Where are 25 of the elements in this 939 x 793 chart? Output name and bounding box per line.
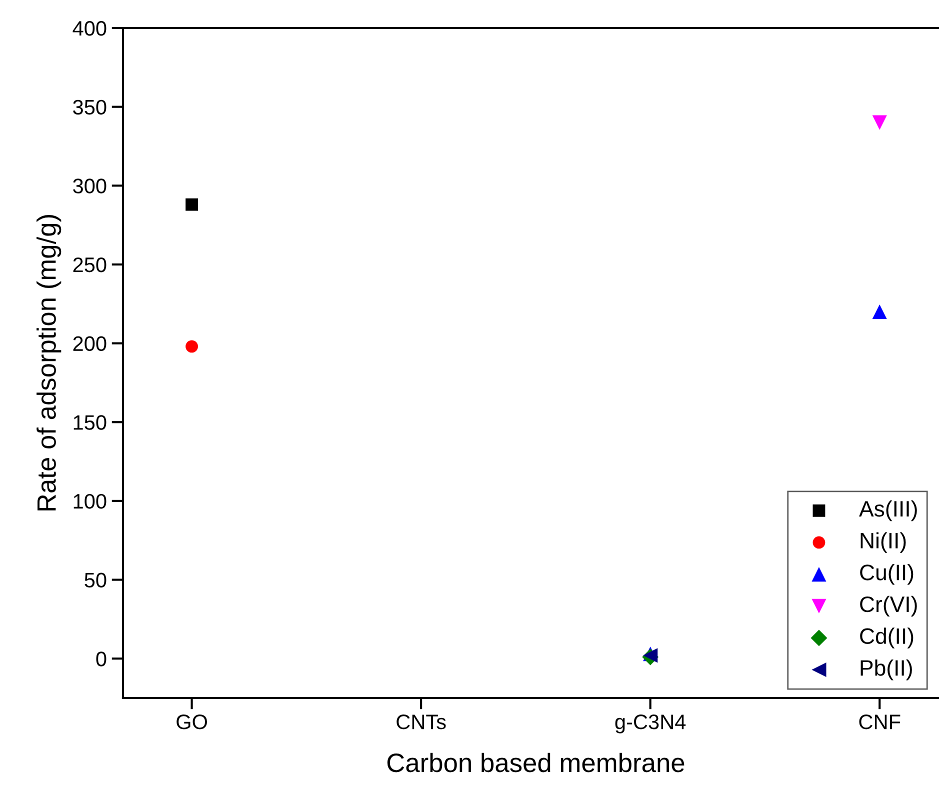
legend-label: As(III) (859, 500, 917, 522)
y-tick-label: 300 (73, 178, 106, 194)
x-tick-label: GO (176, 714, 207, 730)
legend-label: Ni(II) (860, 532, 906, 553)
legend-label: Cd(II) (860, 628, 914, 648)
y-tick-label: 50 (84, 572, 106, 588)
y-tick-label: 400 (72, 21, 106, 36)
legend-label: Cr(VI) (860, 596, 917, 617)
point (186, 198, 198, 211)
y-tick-label: 150 (74, 415, 106, 430)
y-axis-title: Rate of adsorption (mg/g) (36, 215, 62, 510)
point (872, 115, 887, 130)
x-tick-label: CNF (859, 714, 900, 730)
y-tick-label: 100 (74, 494, 106, 509)
legend-label: Cu(II) (860, 564, 914, 585)
legend-label: Pb(II) (860, 660, 912, 680)
point (872, 304, 887, 320)
x-axis-title: Carbon based membrane (387, 752, 684, 772)
y-tick-label: 200 (73, 336, 106, 352)
y-tick-label: 350 (73, 100, 106, 115)
x-tick-label: CNTs (396, 714, 446, 730)
x-tick-label: g-C3N4 (615, 714, 686, 734)
y-tick-label: 0 (96, 652, 106, 666)
point (186, 340, 198, 353)
y-tick-label: 250 (73, 257, 106, 272)
